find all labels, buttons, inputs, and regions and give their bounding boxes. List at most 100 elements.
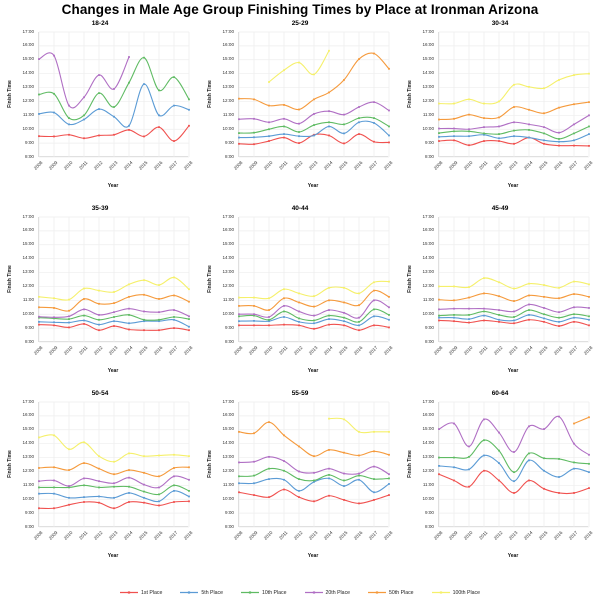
y-axis-title: Finish Time [207, 264, 213, 293]
data-point-marker [68, 309, 70, 312]
data-point-marker [513, 319, 515, 322]
y-tick-label: 10:00 [222, 495, 235, 501]
data-point-marker [283, 104, 285, 106]
data-point-marker [573, 461, 575, 464]
legend-item-20th-place[interactable]: 20th Place [304, 589, 350, 596]
data-point-marker [328, 467, 330, 470]
data-point-marker [268, 320, 270, 323]
y-tick-label: 17:00 [422, 213, 435, 219]
data-point-marker [373, 52, 375, 55]
data-point-marker [498, 137, 500, 140]
y-tick-label: 15:00 [422, 426, 435, 432]
data-point-marker [53, 135, 55, 138]
legend-item-10th-place[interactable]: 10th Place [241, 589, 287, 596]
legend-item-50th-place[interactable]: 50th Place [368, 589, 414, 596]
y-tick-label: 10:00 [22, 310, 35, 316]
data-point-marker [513, 121, 515, 124]
data-point-marker [373, 450, 375, 453]
data-point-marker [53, 507, 55, 510]
data-point-marker [343, 485, 345, 487]
data-point-marker [173, 76, 175, 79]
y-tick-label: 13:00 [222, 84, 235, 90]
legend-item-1st-place[interactable]: 1st Place [120, 589, 162, 596]
data-point-marker [543, 284, 545, 286]
data-point-marker [268, 297, 270, 300]
data-point-marker [68, 496, 70, 499]
legend-item-100th-place[interactable]: 100th Place [431, 589, 480, 596]
data-point-marker [573, 306, 575, 309]
y-tick-label: 10:00 [222, 125, 235, 131]
data-point-marker [328, 477, 330, 480]
data-point-marker [253, 98, 255, 101]
data-point-marker [358, 304, 360, 307]
data-point-marker [143, 329, 145, 332]
y-tick-label: 10:00 [22, 125, 35, 131]
y-tick-label: 15:00 [422, 241, 435, 247]
data-point-marker [68, 133, 70, 136]
data-point-marker [268, 121, 270, 124]
data-point-marker [528, 108, 530, 111]
y-tick-label: 17:00 [222, 28, 235, 34]
data-point-marker [283, 69, 285, 72]
data-point-marker [483, 319, 485, 322]
y-tick-label: 8:00 [225, 153, 234, 159]
data-point-marker [83, 319, 85, 322]
legend-item-5th-place[interactable]: 5th Place [180, 589, 223, 596]
data-point-marker [573, 320, 575, 323]
y-tick-label: 11:00 [222, 111, 234, 117]
legend-line-swatch [304, 591, 323, 594]
data-point-marker [513, 322, 515, 325]
data-point-marker [298, 489, 300, 492]
data-point-marker [528, 309, 530, 311]
data-point-marker [253, 324, 255, 327]
y-tick-label: 14:00 [422, 440, 435, 446]
plot-area [238, 401, 390, 528]
data-point-marker [238, 142, 240, 145]
data-point-marker [528, 129, 530, 131]
y-tick-label: 9:00 [225, 324, 234, 330]
data-point-marker [158, 320, 160, 323]
data-point-marker [53, 466, 55, 469]
data-point-marker [343, 499, 345, 501]
data-point-marker [343, 311, 345, 314]
plot-area [38, 401, 190, 528]
data-point-marker [253, 117, 255, 120]
data-point-marker [283, 297, 285, 300]
data-point-marker [438, 464, 440, 467]
data-point-marker [143, 483, 145, 486]
data-point-marker [38, 492, 40, 495]
data-point-marker [328, 449, 330, 451]
data-point-marker [253, 313, 255, 316]
data-point-marker [253, 143, 255, 146]
data-point-marker [468, 128, 470, 131]
data-point-marker [343, 132, 345, 135]
subplot-30-34: 30-34 8:00 9:00 10:00 11:00 12:00 13:00 14:00 15… [400, 20, 600, 205]
data-point-marker [528, 85, 530, 88]
data-point-marker [53, 317, 55, 320]
data-point-marker [188, 318, 190, 320]
data-point-marker [513, 135, 515, 138]
data-point-marker [158, 486, 160, 489]
y-axis-title: Finish Time [407, 264, 413, 293]
data-point-marker [38, 323, 40, 326]
data-point-marker [528, 294, 530, 297]
x-axis-title: Year [107, 368, 119, 374]
subplot-title: 18-24 [91, 20, 109, 27]
data-point-marker [573, 467, 575, 470]
subplot-25-29: 25-29 8:00 9:00 10:00 11:00 12:00 13:00 14:00 15… [200, 20, 400, 205]
data-point-marker [573, 293, 575, 295]
data-point-marker [558, 286, 560, 289]
y-axis-title: Finish Time [7, 264, 13, 293]
data-point-marker [158, 298, 160, 300]
plot-area [438, 401, 590, 528]
y-tick-label: 14:00 [22, 70, 35, 76]
data-point-marker [283, 304, 285, 307]
data-point-marker [53, 92, 55, 95]
y-tick-label: 16:00 [222, 412, 235, 418]
data-point-marker [283, 469, 285, 472]
data-point-marker [283, 288, 285, 291]
data-point-marker [438, 308, 440, 311]
plot-area [38, 31, 190, 158]
data-point-marker [438, 285, 440, 288]
data-point-marker [513, 492, 515, 494]
